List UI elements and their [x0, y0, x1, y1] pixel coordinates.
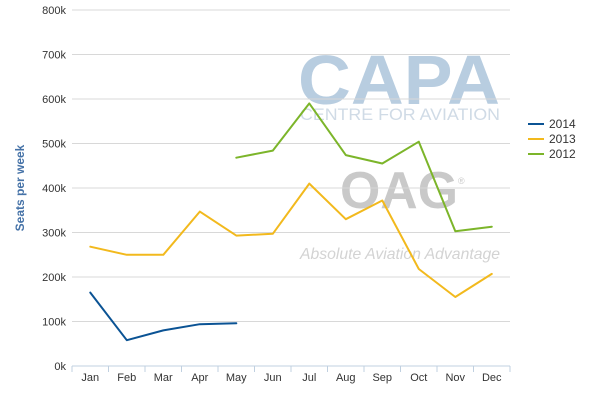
y-tick-label: 0k — [54, 361, 66, 373]
x-tick-label: Apr — [191, 372, 208, 384]
legend-label-2012: 2012 — [549, 147, 576, 161]
oag-logo-watermark: OAG — [340, 162, 458, 220]
series-line-2013 — [89, 182, 493, 298]
y-axis: 0k 100k 200k 300k 400k 500k 600k 700k 800k — [42, 5, 66, 373]
x-tick-label: Sep — [372, 372, 392, 384]
series-line-2014 — [89, 291, 238, 342]
oag-tagline-watermark: Absolute Aviation Advantage — [299, 246, 500, 263]
x-tick-label: Oct — [410, 372, 427, 384]
legend-label-2013: 2013 — [549, 132, 576, 146]
x-tick-label: Aug — [336, 372, 356, 384]
x-tick-label: Jul — [302, 372, 316, 384]
x-tick-label: May — [226, 372, 247, 384]
capa-subtitle-watermark: CENTRE FOR AVIATION — [300, 105, 500, 124]
x-tick-label: Nov — [445, 372, 465, 384]
x-tick-label: Jan — [81, 372, 99, 384]
y-tick-label: 700k — [42, 50, 66, 62]
y-tick-label: 300k — [42, 228, 66, 240]
y-axis-label: Seats per week — [13, 144, 27, 231]
y-tick-label: 500k — [42, 139, 66, 151]
x-axis: Jan Feb Mar Apr May Jun Jul Aug Sep Oct Nov Dec — [71, 366, 511, 384]
x-tick-label: Jun — [264, 372, 282, 384]
y-tick-label: 400k — [42, 183, 66, 195]
y-tick-label: 600k — [42, 94, 66, 106]
x-tick-label: Feb — [117, 372, 136, 384]
oag-registered-mark: ® — [458, 176, 465, 186]
y-tick-label: 200k — [42, 272, 66, 284]
y-tick-label: 100k — [42, 317, 66, 329]
legend-label-2014: 2014 — [549, 117, 576, 131]
x-tick-label: Mar — [154, 372, 173, 384]
x-tick-label: Dec — [482, 372, 502, 384]
y-tick-label: 800k — [42, 5, 66, 17]
series-lines — [89, 102, 493, 342]
series-line-2012 — [235, 102, 493, 233]
